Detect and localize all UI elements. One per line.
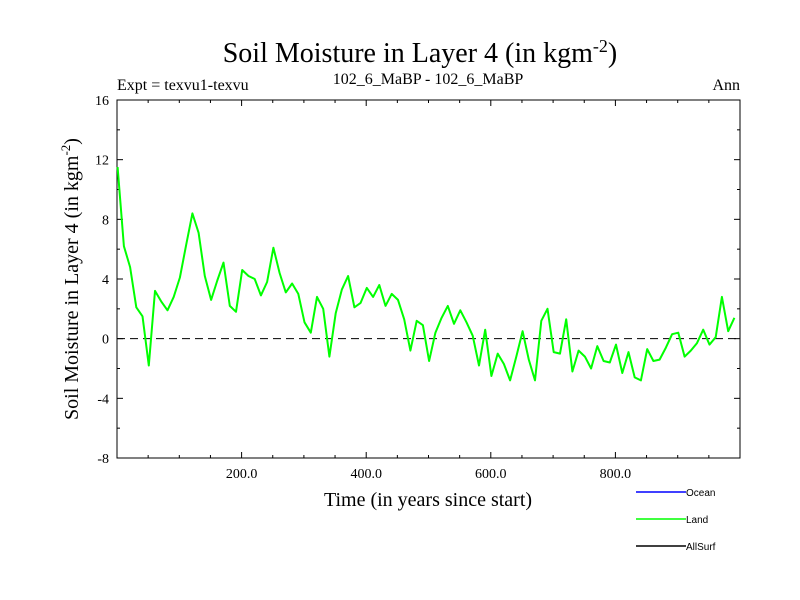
subtitle-season: Ann (712, 77, 740, 94)
y-axis-label: Soil Moisture in Layer 4 (in kgm-2) (58, 138, 83, 420)
subtitle-period: 102_6_MaBP - 102_6_MaBP (333, 71, 524, 88)
y-tick-label: 12 (95, 154, 109, 169)
legend-label-allsurf: AllSurf (686, 542, 716, 553)
chart-title: Soil Moisture in Layer 4 (in kgm-2) (223, 36, 618, 69)
x-axis-label: Time (in years since start) (324, 489, 532, 511)
legend-label-land: Land (686, 515, 708, 526)
subtitle-experiment: Expt = texvu1-texvu (117, 77, 249, 94)
y-tick-label: 0 (102, 333, 109, 348)
x-tick-label: 600.0 (475, 467, 507, 482)
legend-label-ocean: Ocean (686, 488, 715, 499)
y-tick-label: 16 (95, 94, 109, 109)
x-tick-label: 400.0 (350, 467, 382, 482)
y-tick-label: -4 (97, 392, 109, 407)
legend: Ocean Land AllSurf (636, 488, 716, 553)
series-line-land (116, 167, 736, 382)
y-tick-label: 8 (102, 213, 109, 228)
y-tick-label: -8 (97, 452, 109, 467)
x-tick-label: 200.0 (226, 467, 258, 482)
y-tick-label: 4 (102, 273, 109, 288)
x-tick-label: 800.0 (600, 467, 632, 482)
plot-frame (116, 99, 741, 459)
